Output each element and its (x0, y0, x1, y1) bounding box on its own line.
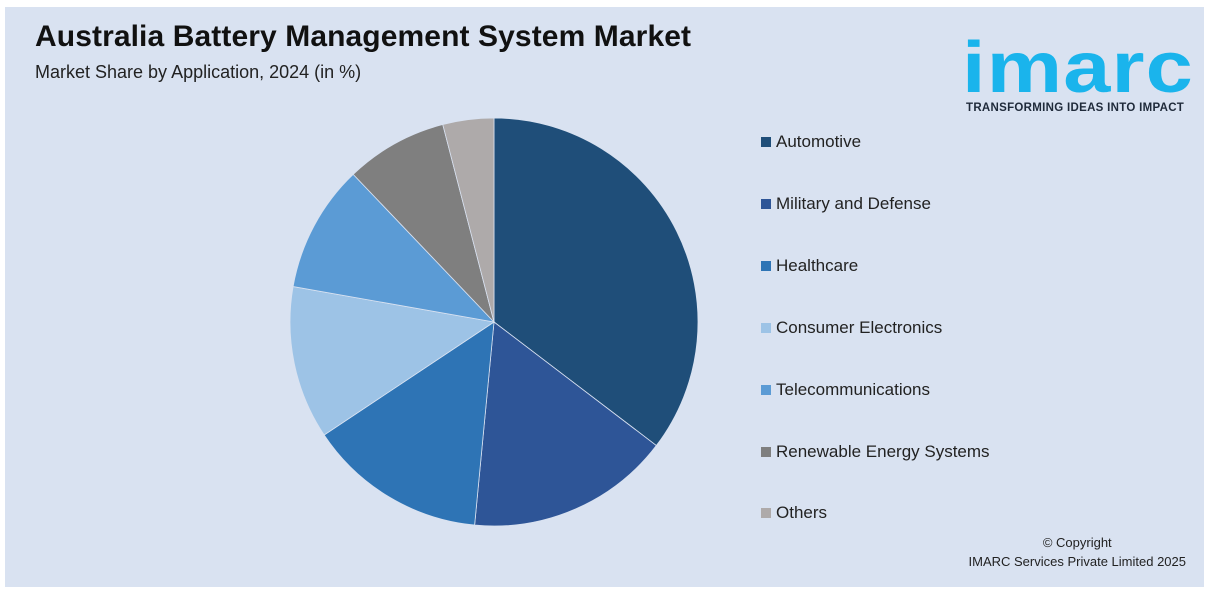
chart-subtitle: Market Share by Application, 2024 (in %) (35, 62, 362, 82)
legend-item-military-and-defense: Military and Defense (761, 193, 931, 215)
logo-wordmark: imarc (962, 28, 1194, 108)
legend-swatch (761, 199, 771, 209)
legend-item-healthcare: Healthcare (761, 255, 858, 277)
legend-swatch (761, 385, 771, 395)
copyright-company: IMARC Services Private Limited 2025 (968, 554, 1186, 569)
legend-label: Consumer Electronics (776, 318, 943, 337)
legend-item-others: Others (761, 502, 827, 524)
legend-swatch (761, 261, 771, 271)
chart-title: Australia Battery Management System Mark… (35, 20, 692, 53)
pie-slice-military-and-defense (474, 321, 657, 527)
legend-item-telecommunications: Telecommunications (761, 379, 930, 401)
legend-swatch (761, 137, 771, 147)
pie-slices (289, 117, 699, 527)
pie-slice-telecommunications (292, 173, 496, 323)
copyright-line: © Copyright (1042, 535, 1112, 550)
legend-label: Automotive (776, 132, 862, 151)
logo-tagline: TRANSFORMING IDEAS INTO IMPACT (966, 102, 1185, 114)
legend-label: Renewable Energy Systems (776, 442, 990, 461)
legend-item-automotive: Automotive (761, 131, 861, 153)
legend-label: Others (776, 503, 828, 522)
imarc-logo: imarc (962, 28, 1194, 108)
pie-slice-renewable-energy-systems (352, 124, 495, 324)
legend-label: Healthcare (776, 256, 859, 275)
pie-chart (289, 117, 699, 527)
legend-swatch (761, 508, 771, 518)
legend-label: Telecommunications (776, 380, 931, 399)
pie-slice-healthcare (323, 321, 495, 526)
legend-item-renewable-energy-systems: Renewable Energy Systems (761, 441, 990, 463)
legend-item-consumer-electronics: Consumer Electronics (761, 317, 942, 339)
pie-slice-consumer-electronics (289, 286, 496, 436)
legend-label: Military and Defense (776, 194, 931, 213)
pie-slice-others (442, 117, 495, 323)
copyright-notice: © Copyright IMARC Services Private Limit… (969, 533, 1186, 571)
pie-slice-automotive (493, 117, 699, 447)
legend-swatch (761, 323, 771, 333)
legend-swatch (761, 447, 771, 457)
